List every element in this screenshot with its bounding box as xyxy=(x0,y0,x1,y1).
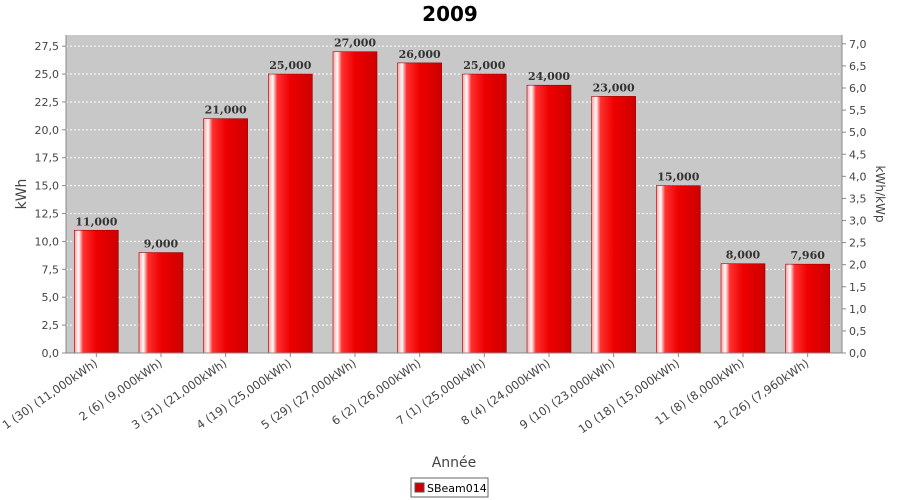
y-tick-label: 5,0 xyxy=(42,291,60,304)
x-axis-label: Année xyxy=(432,455,477,471)
bar xyxy=(656,185,701,354)
data-label: 21,000 xyxy=(205,104,247,117)
y2-tick-label: 4,5 xyxy=(849,148,867,161)
y2-tick-label: 3,0 xyxy=(849,215,867,228)
bars xyxy=(74,51,830,354)
x-axis: 1 (30) (11,000kWh)2 (6) (9,000kWh)3 (31)… xyxy=(0,352,842,436)
y-tick-label: 0,0 xyxy=(42,347,60,360)
y2-tick-label: 2,0 xyxy=(849,259,867,272)
y2-axis: 0,0 0,5 1,0 1,5 2,0 2,5 3,0 3,5 4,0 4,5 5,0 5,5 6,0 6… xyxy=(841,35,867,360)
data-labels: 11,000 9,000 21,000 25,000 27,000 26,000 25,00… xyxy=(75,37,825,262)
data-label: 26,000 xyxy=(399,48,441,61)
y2-tick-label: 7,0 xyxy=(849,38,867,51)
bar xyxy=(332,51,378,354)
y2-tick-label: 0,0 xyxy=(849,347,867,360)
data-label: 9,000 xyxy=(144,238,179,251)
y2-axis-label: kWh/kWp xyxy=(873,166,887,223)
y-tick-label: 17,5 xyxy=(35,152,60,165)
data-label: 24,000 xyxy=(528,70,570,83)
y2-tick-label: 5,5 xyxy=(849,104,867,117)
data-label: 25,000 xyxy=(463,59,505,72)
chart-title: 2009 xyxy=(422,2,478,26)
y2-tick-label: 2,5 xyxy=(849,237,867,250)
y-tick-label: 25,0 xyxy=(35,68,60,81)
plot-area xyxy=(66,35,842,353)
data-label: 7,960 xyxy=(790,249,825,262)
bar xyxy=(74,229,119,354)
y-tick-label: 22,5 xyxy=(35,96,60,109)
y2-tick-label: 6,0 xyxy=(849,82,867,95)
y-tick-label: 10,0 xyxy=(35,235,60,248)
bar xyxy=(720,263,766,354)
y-tick-label: 12,5 xyxy=(35,208,60,221)
y-tick-label: 27,5 xyxy=(35,40,60,53)
bar xyxy=(462,73,507,354)
legend-label: SBeam014 xyxy=(427,482,487,495)
bar xyxy=(138,252,184,354)
bar xyxy=(785,263,830,354)
legend: SBeam014 xyxy=(410,477,489,498)
gridlines xyxy=(66,45,842,326)
data-label: 23,000 xyxy=(593,81,635,94)
data-label: 8,000 xyxy=(726,249,761,262)
y2-tick-label: 0,5 xyxy=(849,325,867,338)
data-label: 15,000 xyxy=(657,171,699,184)
data-label: 11,000 xyxy=(75,215,117,228)
y-tick-label: 7,5 xyxy=(42,263,60,276)
legend-box xyxy=(410,477,489,498)
y2-tick-label: 1,5 xyxy=(849,281,867,294)
y-axis-label: kWh xyxy=(14,179,30,210)
y2-tick-label: 1,0 xyxy=(849,303,867,316)
bar xyxy=(203,118,248,354)
bar xyxy=(268,73,313,354)
y2-tick-label: 4,0 xyxy=(849,170,867,183)
bar xyxy=(526,84,572,354)
y-tick-label: 15,0 xyxy=(35,180,60,193)
y2-tick-label: 3,5 xyxy=(849,192,867,205)
data-label: 27,000 xyxy=(334,37,376,50)
y-axis: 0,0 2,5 5,0 7,5 10,0 12,5 15,0 17,5 20,0 22,5 25,0… xyxy=(35,35,67,360)
y2-tick-label: 5,0 xyxy=(849,126,867,139)
y-tick-label: 20,0 xyxy=(35,124,60,137)
data-label: 25,000 xyxy=(269,59,311,72)
bar xyxy=(591,96,636,354)
y-tick-label: 2,5 xyxy=(42,319,60,332)
legend-swatch xyxy=(414,482,425,493)
y2-tick-label: 6,5 xyxy=(849,60,867,73)
bar xyxy=(397,62,442,354)
